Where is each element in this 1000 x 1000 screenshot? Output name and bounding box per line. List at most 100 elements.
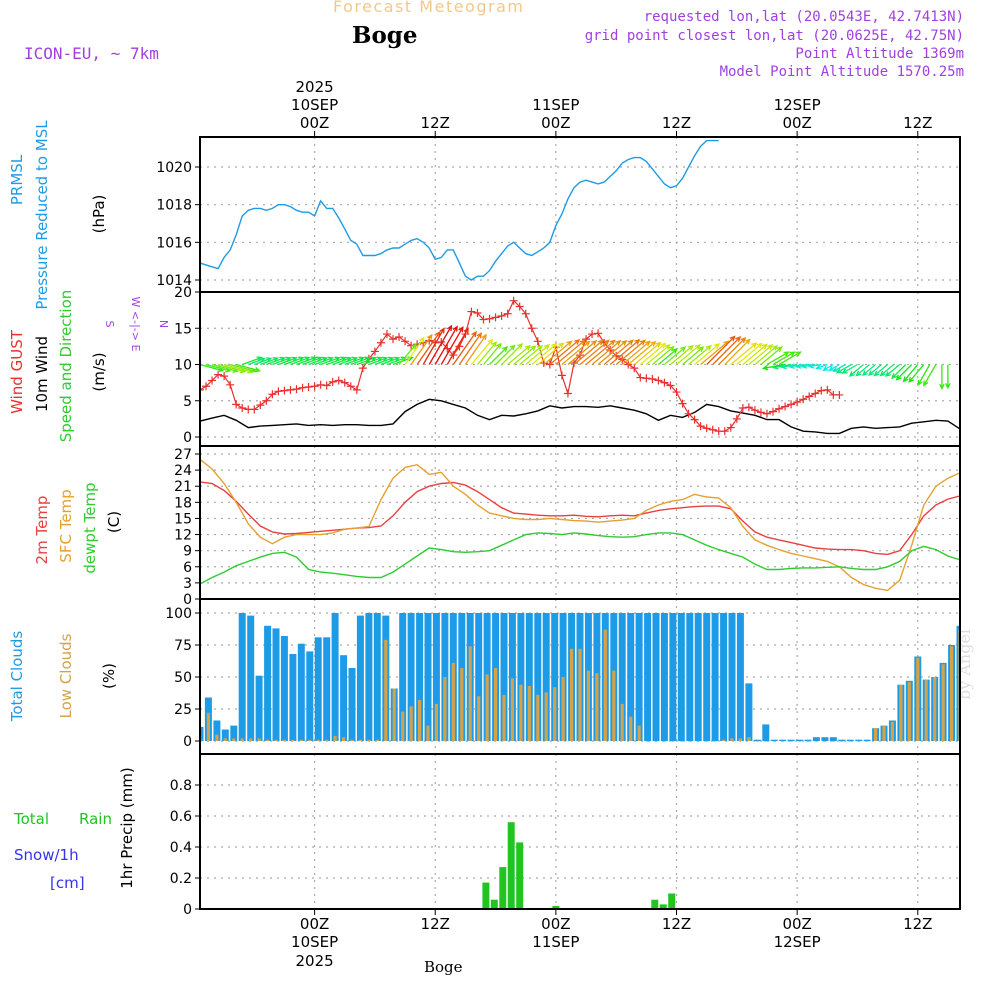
wind-direction-arrow [772,351,796,366]
low-clouds-bar [705,741,709,742]
precip-bar [516,842,524,908]
low-clouds-bar [789,741,793,742]
gust-marker [775,404,784,413]
gust-marker [509,296,518,305]
gust-marker [708,425,717,434]
total-clouds-bar [314,637,322,741]
low-clouds-bar [460,668,464,741]
wind-direction-arrow [603,339,634,365]
low-clouds-bar [316,739,320,741]
series-line-prmsl [201,139,719,281]
wind-direction-arrow [778,351,802,366]
wind-direction-arrow [452,330,477,365]
wind-direction-arrow [766,351,790,366]
panel-frame-pressure [199,136,961,293]
gust-marker [298,383,307,392]
gust-marker [563,389,572,398]
gust-marker [485,314,494,323]
low-clouds-bar [578,648,582,741]
low-clouds-bar [738,738,742,741]
low-clouds-bar [426,725,430,741]
total-clouds-bar [787,739,795,741]
precip-bar [668,893,676,908]
y-tick-label: 6 [183,560,192,576]
total-clouds-bar [356,615,364,741]
wind-direction-arrow [724,338,751,365]
wind-direction-arrow [464,333,487,365]
gust-marker [594,329,603,338]
total-clouds-bar [753,739,761,741]
gust-marker [370,347,379,356]
wind-direction-arrow [676,344,701,365]
low-clouds-bar [299,739,303,741]
total-clouds-bar [627,613,635,741]
gust-marker [696,422,705,431]
low-clouds-bar [603,629,607,741]
low-clouds-bar [781,741,785,742]
model-altitude: Model Point Altitude 1570.25m [719,64,964,80]
x-year-label-bottom: 2025 [296,952,334,970]
low-clouds-bar [848,741,852,742]
total-clouds-bar [703,613,711,741]
gust-marker [310,382,319,391]
label-wind-gust: Wind GUST [8,329,26,414]
low-clouds-bar [375,739,379,741]
x-tick-label-top: 00Z [782,114,811,132]
wind-direction-arrow [939,364,945,391]
total-clouds-bar [213,720,221,741]
wind-direction-arrow [902,364,919,383]
wind-direction-arrow [567,339,598,365]
gust-marker [220,372,229,381]
gust-marker [334,376,343,385]
wind-direction-arrow [483,342,502,365]
total-clouds-bar [686,613,694,741]
y-tick-label: 0 [183,902,192,918]
low-clouds-bar [874,728,878,741]
total-clouds-bar [247,615,255,741]
low-clouds-bar [325,739,329,741]
footer-location: Boge [424,958,463,976]
low-clouds-bar [595,673,599,741]
wind-direction-arrow [591,339,622,365]
label-pressure-reduced: Pressure Reduced to MSL [33,120,51,310]
gust-marker [793,398,802,407]
gust-marker [720,427,729,436]
gust-marker [497,311,506,320]
wind-direction-arrow [470,338,494,365]
total-clouds-bar [669,613,677,741]
gust-marker [666,381,675,390]
series-line-wind-gust [201,299,840,432]
wind-direction-arrow [867,364,883,376]
low-clouds-bar [392,688,396,741]
wind-direction-arrow [908,364,925,384]
wind-direction-arrow [537,342,565,365]
low-clouds-bar [249,738,253,741]
wind-direction-arrow [855,364,870,377]
y-tick-label: 15 [174,511,192,527]
total-clouds-bar [652,613,660,741]
x-tick-label-bottom: 12Z [662,915,691,933]
low-clouds-bar [215,734,219,741]
gust-marker [467,307,476,316]
label-rain: Rain [79,810,112,828]
total-clouds-bar [272,628,280,741]
wind-direction-arrow [525,344,551,365]
low-clouds-bar [747,737,751,741]
label-cm: [cm] [50,874,85,892]
low-clouds-bar [527,686,531,741]
wind-direction-arrow [477,341,498,365]
total-clouds-bar [221,729,229,741]
wind-direction-arrow [822,363,834,372]
x-tick-label-top: 12Z [662,114,691,132]
low-clouds-bar [941,664,945,741]
total-clouds-bar [846,739,854,741]
total-clouds-bar [297,643,305,741]
gust-marker [817,386,826,395]
gust-marker [376,338,385,347]
y-tick-label: 24 [174,463,192,479]
label-prmsl: PRMSL [8,154,26,205]
series-line-10m-wind [201,398,959,435]
y-tick-label: 10 [174,358,192,374]
wind-direction-arrow [873,364,889,377]
low-clouds-bar [823,741,827,742]
